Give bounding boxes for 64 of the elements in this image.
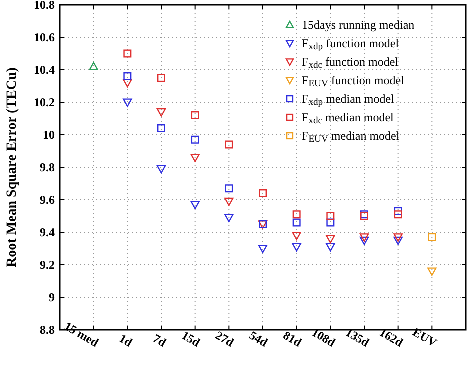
point (124, 72, 132, 80)
legend-label: F$_{xdc}$ median model (302, 110, 395, 127)
point (123, 79, 132, 88)
legend-label: F$_{xdp}$ median model (302, 92, 396, 108)
point (326, 212, 335, 220)
x-tick-label: 1d (116, 331, 136, 350)
y-tick-label: 9.4 (40, 226, 55, 240)
y-tick-label: 10.6 (34, 30, 55, 45)
point (190, 201, 200, 210)
point (360, 236, 370, 246)
point (428, 268, 437, 276)
point (224, 198, 234, 206)
point (360, 234, 370, 242)
y-tick-label: 8.8 (40, 323, 55, 338)
point (326, 218, 335, 227)
point (292, 243, 302, 252)
x-tick-label: 81d (280, 328, 304, 350)
point (259, 190, 267, 198)
x-tick-label: 54d (247, 328, 271, 350)
point (428, 233, 436, 242)
y-tick-label: 10.4 (34, 63, 55, 78)
y-tick-label: 10 (43, 128, 55, 142)
legend-label: F$_{EUV}$ function model (302, 74, 406, 90)
x-tick-label: 27d (213, 328, 237, 350)
point (394, 234, 403, 242)
y-tick-label: 9.2 (40, 258, 55, 272)
point (292, 210, 301, 219)
point (394, 210, 402, 219)
point (292, 232, 302, 240)
point (158, 74, 166, 82)
y-tick-label: 10.8 (34, 0, 55, 12)
x-tick-label: 7d (150, 331, 170, 350)
point (394, 207, 402, 216)
point (394, 236, 403, 246)
point (158, 124, 166, 132)
point (191, 136, 200, 144)
x-tick-label: 108d (310, 325, 338, 350)
point (156, 165, 166, 174)
point (124, 50, 132, 58)
point (191, 112, 200, 120)
point (224, 214, 234, 222)
y-tick-label: 10.2 (34, 96, 55, 110)
point (258, 244, 268, 254)
legend-label: F$_{EUV}$ median model (302, 129, 400, 146)
y-tick-label: 9.6 (40, 193, 55, 208)
point (292, 218, 301, 227)
legend-label: F$_{xdc}$ function model (302, 55, 400, 72)
x-tick-label: EUV (410, 325, 440, 350)
y-axis-title: Root Mean Square Error (TECu) (5, 67, 20, 268)
x-tick-label: 135d (343, 325, 372, 350)
point (156, 108, 166, 117)
point (89, 62, 98, 71)
point (326, 243, 336, 252)
x-tick-label: 162d (377, 325, 406, 350)
point (225, 140, 234, 149)
legend-label: F$_{xdp}$ function model (302, 36, 400, 53)
point (190, 154, 200, 162)
y-tick-label: 9.8 (40, 160, 55, 175)
x-tick-label: 15d (179, 328, 203, 350)
point (326, 235, 336, 244)
point (123, 98, 132, 108)
legend-label: 15days running median (302, 18, 415, 32)
y-tick-label: 9 (49, 290, 55, 305)
point (225, 184, 234, 193)
